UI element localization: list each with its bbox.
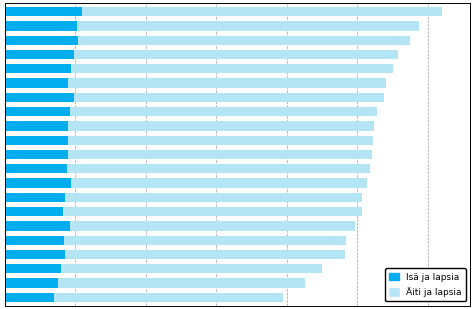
Bar bbox=[5, 250, 66, 259]
Bar bbox=[68, 78, 386, 88]
Bar bbox=[76, 21, 419, 31]
Bar bbox=[64, 235, 346, 245]
Bar bbox=[5, 164, 67, 173]
Bar bbox=[71, 64, 393, 74]
Bar bbox=[74, 93, 384, 102]
Bar bbox=[74, 50, 399, 59]
Bar bbox=[5, 21, 76, 31]
Bar bbox=[66, 193, 361, 202]
Bar bbox=[71, 178, 367, 188]
Bar bbox=[5, 221, 70, 231]
Bar bbox=[5, 293, 54, 302]
Bar bbox=[5, 64, 71, 74]
Bar bbox=[5, 36, 78, 45]
Bar bbox=[70, 107, 377, 116]
Bar bbox=[82, 7, 442, 16]
Bar bbox=[5, 136, 68, 145]
Bar bbox=[63, 207, 361, 216]
Bar bbox=[66, 250, 345, 259]
Bar bbox=[5, 93, 74, 102]
Bar bbox=[68, 136, 373, 145]
Bar bbox=[5, 207, 63, 216]
Bar bbox=[5, 121, 68, 131]
Bar bbox=[5, 150, 68, 159]
Bar bbox=[5, 7, 82, 16]
Bar bbox=[61, 264, 322, 273]
Bar bbox=[54, 293, 283, 302]
Legend: Isä ja lapsia, Äiti ja lapsia: Isä ja lapsia, Äiti ja lapsia bbox=[385, 268, 466, 301]
Bar bbox=[68, 121, 374, 131]
Bar bbox=[5, 178, 71, 188]
Bar bbox=[5, 193, 66, 202]
Bar bbox=[5, 264, 61, 273]
Bar bbox=[5, 278, 58, 288]
Bar bbox=[78, 36, 409, 45]
Bar bbox=[5, 50, 74, 59]
Bar bbox=[5, 235, 64, 245]
Bar bbox=[58, 278, 305, 288]
Bar bbox=[68, 150, 371, 159]
Bar bbox=[5, 78, 68, 88]
Bar bbox=[67, 164, 370, 173]
Bar bbox=[70, 221, 354, 231]
Bar bbox=[5, 107, 70, 116]
